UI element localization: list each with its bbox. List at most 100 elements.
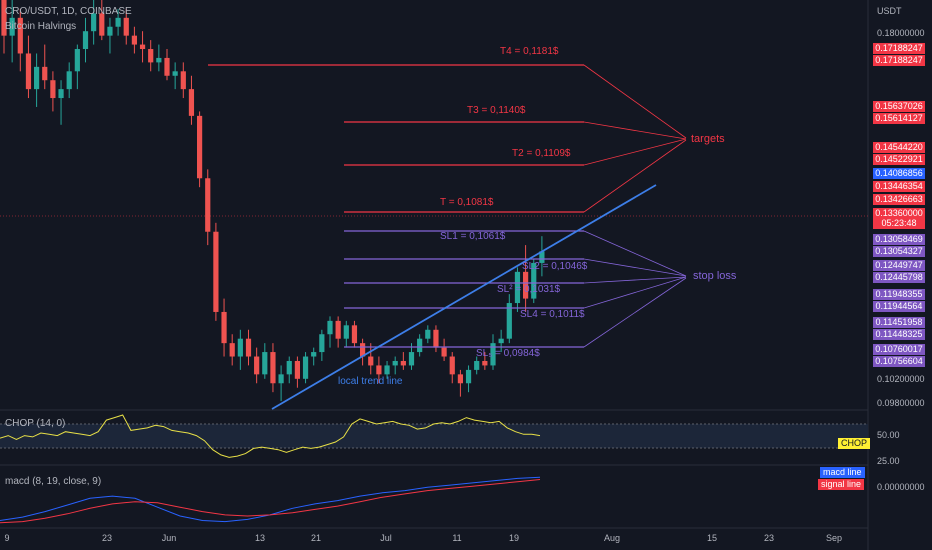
candle-body (270, 352, 276, 384)
chop-badge: CHOP (838, 438, 871, 449)
price-tag: 0.13058469 (873, 234, 925, 245)
candle-body (58, 89, 64, 99)
price-tag: 0.15637026 (873, 101, 925, 112)
candle-body (131, 35, 137, 45)
candle-body (441, 347, 447, 357)
candle-body (156, 57, 162, 63)
candle-body (164, 57, 170, 76)
indicator-label: Bitcoin Halvings (5, 21, 77, 32)
price-tag: 0.10756604 (873, 356, 925, 367)
x-axis-label: Sep (825, 533, 843, 543)
candles-group (1, 0, 545, 402)
candle-body (465, 369, 472, 384)
candle-body (384, 365, 390, 375)
candle-body (188, 89, 195, 116)
price-tag: 0.17188247 (873, 55, 925, 66)
price-tag: 0.10760017 (873, 344, 925, 355)
candle-body (539, 251, 545, 263)
x-axis-label: 9 (4, 533, 10, 543)
local-trend-line[interactable] (271, 184, 657, 410)
targets-callouts (583, 64, 687, 213)
price-tag: 0.12445798 (873, 272, 925, 283)
candle-body (9, 17, 15, 36)
price-tag: 0.13426663 (873, 194, 925, 205)
candle-body (474, 360, 480, 370)
candle-body (91, 13, 97, 32)
price-tag: 0.13446354 (873, 181, 925, 192)
candle-body (229, 343, 235, 357)
candle-body (278, 374, 284, 384)
candle-body (360, 343, 366, 357)
candle-body (221, 311, 227, 344)
target-label-t1: T = 0,1081$ (440, 197, 494, 208)
chop-series-line (0, 414, 541, 458)
price-tag: 0.11944564 (873, 301, 925, 312)
x-axis-label: Jul (380, 533, 392, 543)
candle-body (457, 374, 463, 384)
stop-loss-callouts (583, 230, 687, 348)
x-axis-label: 15 (706, 533, 718, 543)
candle-body (294, 360, 300, 379)
candle-body (42, 66, 48, 81)
candle-body (408, 352, 415, 366)
price-tick: 0.09800000 (877, 398, 925, 408)
stop-label-sl1: SL1 = 0,1061$ (440, 231, 506, 242)
price-tag: 05:23:48 (873, 218, 925, 229)
candle-body (498, 338, 504, 344)
stop-label-sl4: SL4 = 0,1011$ (520, 309, 585, 320)
candle-body (400, 360, 406, 366)
chop-tick: 50.00 (877, 430, 900, 440)
candle-body (66, 71, 72, 90)
candle-body (417, 338, 423, 353)
candle-body (172, 71, 178, 76)
candle-body (115, 17, 121, 27)
candle-body (351, 325, 358, 344)
target-label-t4: T4 = 0,1181$ (500, 46, 559, 57)
signal-line-badge: signal line (818, 479, 865, 490)
candle-body (376, 365, 382, 375)
symbol-title: CRO/USDT, 1D, COINBASE (5, 6, 132, 17)
currency-label: USDT (877, 6, 902, 16)
candle-body (425, 329, 431, 339)
chop-tick: 25.00 (877, 456, 900, 466)
chop-band (0, 424, 868, 448)
price-tag: 0.15614127 (873, 113, 925, 124)
macd-line-badge: macd line (820, 467, 865, 478)
x-axis-label: Jun (161, 533, 177, 543)
candle-body (107, 26, 113, 36)
price-tag: 0.11451958 (873, 317, 925, 328)
x-axis-label: Aug (603, 533, 621, 543)
candle-body (335, 320, 341, 339)
candle-body (302, 356, 309, 379)
price-tag: 0.17188247 (873, 43, 925, 54)
candle-body (82, 31, 89, 50)
target-label-t3: T3 = 0,1140$ (467, 105, 526, 116)
signal-series-line (0, 479, 541, 524)
price-tick: 0.18000000 (877, 28, 925, 38)
price-tick: 0.10200000 (877, 374, 925, 384)
price-tag: 0.14522921 (873, 154, 925, 165)
targets-label: targets (691, 133, 725, 145)
candle-body (343, 325, 349, 339)
candle-body (197, 115, 203, 179)
candle-body (213, 231, 219, 312)
trend-line-label: local trend line (338, 376, 403, 387)
chop-title: CHOP (14, 0) (5, 418, 66, 429)
candle-body (506, 303, 512, 339)
candle-body (245, 338, 252, 357)
candle-body (25, 53, 32, 90)
candle-body (17, 17, 23, 54)
candle-body (514, 271, 521, 304)
candle-body (205, 178, 211, 232)
price-tag: 0.13360000 (873, 208, 925, 219)
candle-body (286, 360, 292, 375)
x-axis-label: 23 (101, 533, 113, 543)
candle-body (50, 80, 56, 99)
price-pane-bg (0, 0, 868, 410)
price-tag: 0.11948355 (873, 289, 925, 300)
candle-body (1, 0, 7, 36)
price-tag: 0.14544220 (873, 142, 925, 153)
candle-body (327, 320, 333, 335)
